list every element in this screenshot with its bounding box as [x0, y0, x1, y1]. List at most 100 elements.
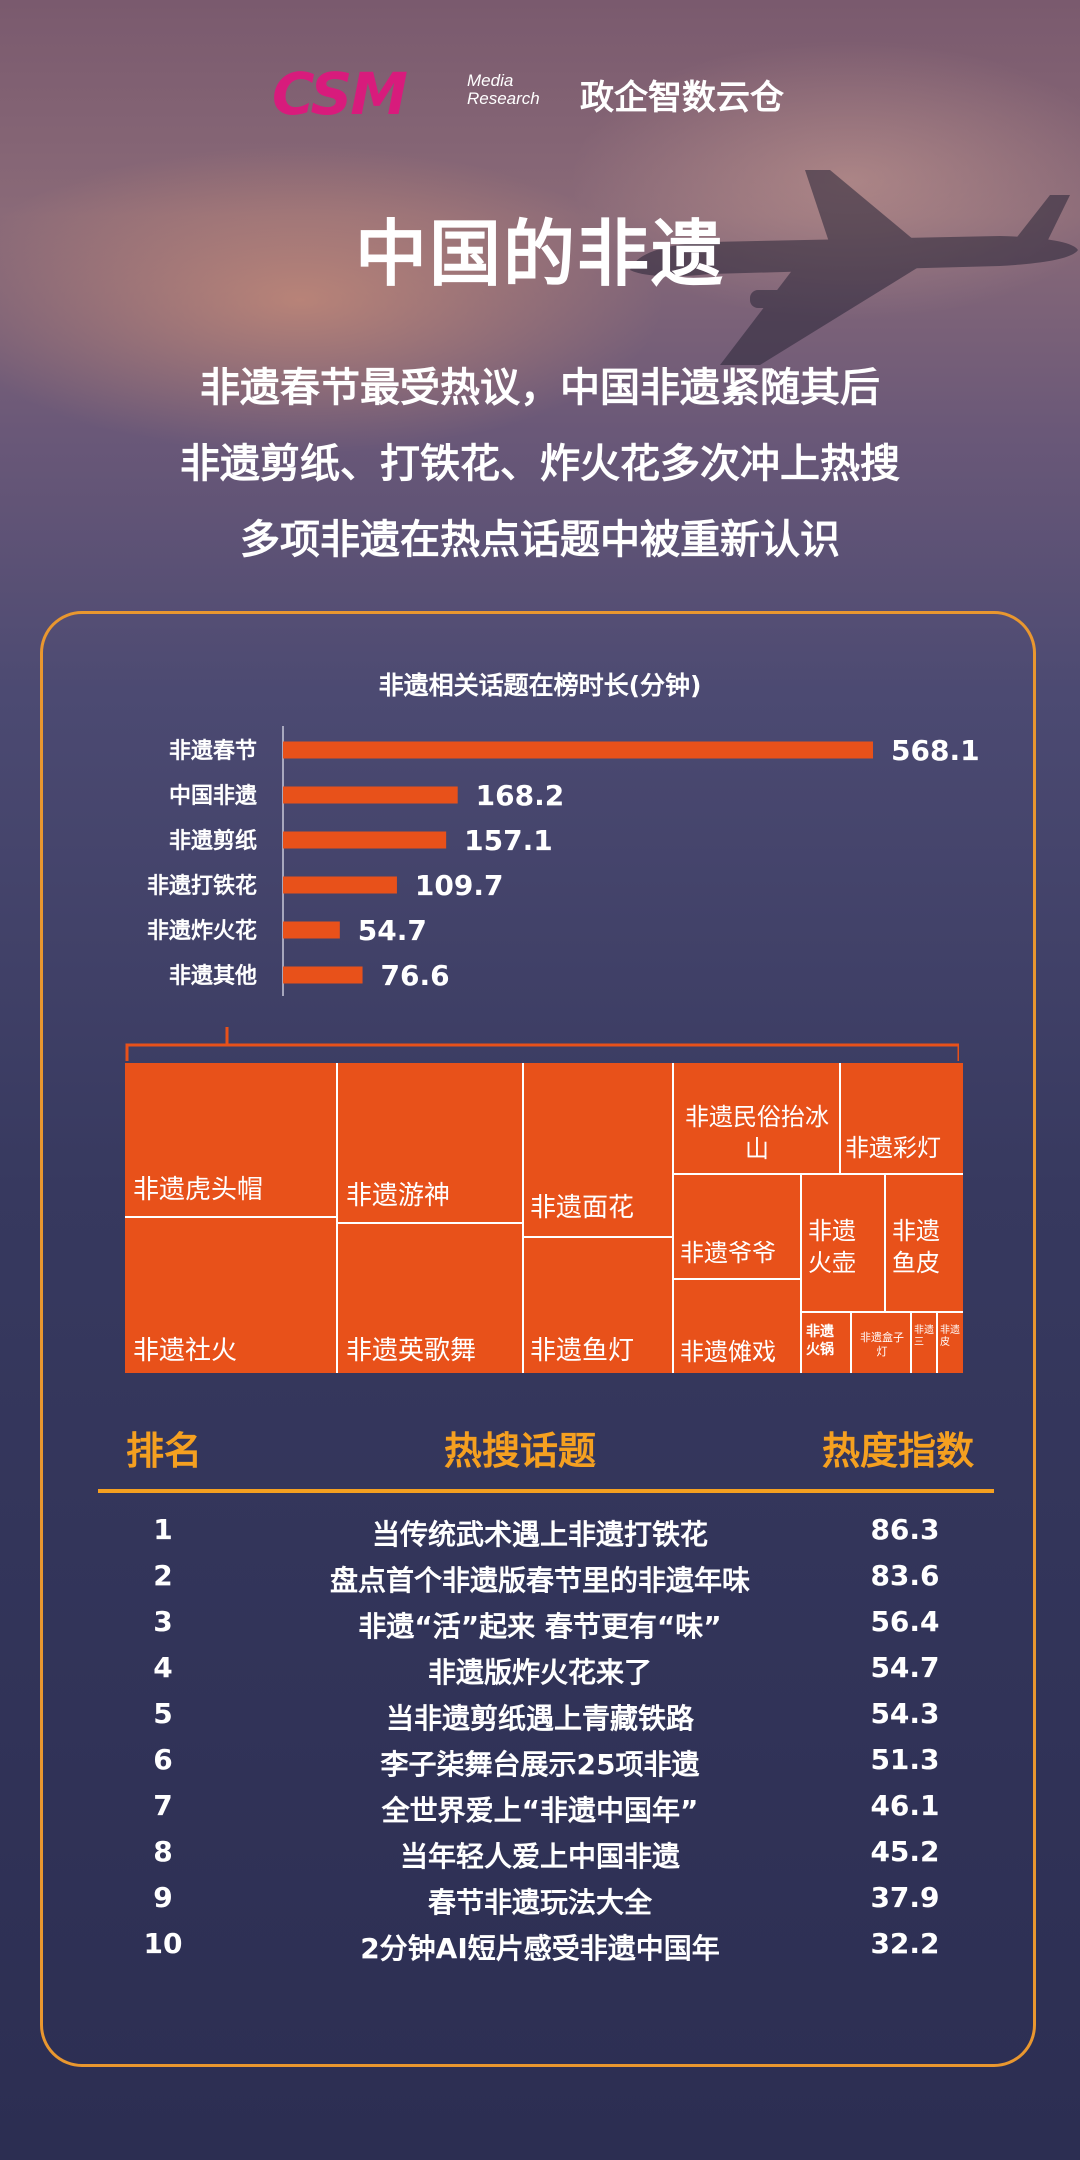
treemap-cell: 非遗彩灯 — [841, 1063, 963, 1173]
topic-cell: 2分钟AI短片感受非遗中国年 — [360, 1932, 720, 1965]
index-cell: 51.3 — [870, 1743, 940, 1776]
treemap-label: 非遗鱼皮 — [892, 1217, 940, 1277]
treemap-cell: 非遗民俗抬冰山 — [674, 1063, 839, 1173]
logo-subtitle: Media Research — [467, 72, 540, 108]
treemap-cell: 非遗鱼皮 — [886, 1175, 963, 1311]
rank-cell: 9 — [153, 1881, 173, 1914]
treemap-label: 非遗火壶 — [808, 1217, 856, 1277]
header-topic: 热搜话题 — [444, 1429, 597, 1473]
bar — [283, 966, 363, 984]
header: CSM Media Research 政企智数云仓 — [0, 58, 1080, 128]
treemap-label: 非遗民俗抬冰山 — [685, 1103, 829, 1163]
subtitle-line-2: 非遗剪纸、打铁花、炸火花多次冲上热搜 — [180, 441, 900, 487]
page-title: 中国的非遗 — [354, 212, 725, 296]
topic-cell: 李子柒舞台展示25项非遗 — [380, 1748, 700, 1781]
topic-cell: 非遗“活”起来 春节更有“味” — [358, 1610, 722, 1643]
treemap-label: 非遗英歌舞 — [346, 1336, 477, 1366]
logo-sub-line2: Research — [467, 89, 540, 108]
data-label: 157.1 — [464, 824, 553, 857]
topic-cell: 盘点首个非遗版春节里的非遗年味 — [329, 1564, 750, 1597]
data-label: 568.1 — [891, 734, 980, 767]
topic-cell: 全世界爱上“非遗中国年” — [381, 1794, 699, 1827]
table-row: 4 非遗版炸火花来了 54.7 — [0, 1651, 1080, 1695]
treemap-cell: 非遗傩戏 — [674, 1280, 800, 1373]
rank-cell: 10 — [143, 1927, 183, 1960]
table-row: 9 春节非遗玩法大全 37.9 — [0, 1881, 1080, 1925]
bar-chart: 非遗春节 568.1 中国非遗 168.2 非遗剪纸 157.1 非遗打铁花 109.7 非遗炸… — [147, 726, 980, 996]
brand-name: 政企智数云仓 — [580, 78, 784, 118]
table-row: 5 当非遗剪纸遇上青藏铁路 54.3 — [0, 1697, 1080, 1741]
rank-cell: 3 — [153, 1605, 173, 1638]
index-cell: 32.2 — [870, 1927, 940, 1960]
treemap-cell: 非遗火锅 — [802, 1313, 850, 1373]
table-header: 排名 热搜话题 热度指数 — [0, 1420, 1080, 1480]
index-cell: 54.3 — [870, 1697, 940, 1730]
category-label: 非遗炸火花 — [147, 918, 257, 944]
category-label: 非遗剪纸 — [169, 828, 257, 854]
index-cell: 45.2 — [870, 1835, 940, 1868]
treemap-cell: 非遗皮 — [938, 1313, 963, 1373]
table-header-divider — [98, 1489, 994, 1493]
data-label: 109.7 — [415, 869, 504, 902]
subtitle-line-3: 多项非遗在热点话题中被重新认识 — [240, 517, 840, 563]
treemap-cell: 非遗虎头帽 — [125, 1063, 336, 1216]
treemap-label: 非遗火锅 — [806, 1324, 834, 1358]
topic-cell: 非遗版炸火花来了 — [427, 1656, 652, 1689]
treemap-label: 非遗社火 — [133, 1336, 238, 1366]
bar — [283, 876, 397, 894]
rank-cell: 8 — [153, 1835, 173, 1868]
treemap: 非遗虎头帽 非遗社火 非遗游神 非遗英歌舞 非遗面花 非遗鱼灯 非遗民俗抬冰山 … — [125, 1063, 963, 1373]
topic-cell: 当传统武术遇上非遗打铁花 — [371, 1518, 708, 1551]
treemap-label: 非遗虎头帽 — [133, 1175, 264, 1205]
treemap-label: 非遗爷爷 — [680, 1239, 776, 1267]
category-label: 非遗打铁花 — [147, 873, 257, 899]
bar — [283, 921, 340, 939]
header-rank: 排名 — [126, 1429, 203, 1473]
rank-cell: 1 — [153, 1513, 173, 1546]
airplane-silhouette — [630, 170, 1078, 365]
bar — [283, 741, 873, 759]
treemap-label: 非遗游神 — [346, 1181, 451, 1211]
treemap-cell: 非遗鱼灯 — [524, 1238, 672, 1373]
treemap-cell: 非遗英歌舞 — [338, 1224, 522, 1373]
table-row: 1 当传统武术遇上非遗打铁花 86.3 — [0, 1513, 1080, 1557]
treemap-label: 非遗傩戏 — [680, 1338, 776, 1366]
category-label: 非遗春节 — [169, 739, 257, 764]
data-label: 54.7 — [358, 914, 427, 947]
bar — [283, 831, 447, 849]
subtitle-line-1: 非遗春节最受热议，中国非遗紧随其后 — [200, 365, 880, 411]
header-index: 热度指数 — [822, 1429, 975, 1473]
rank-cell: 4 — [153, 1651, 173, 1684]
treemap-label: 非遗鱼灯 — [530, 1336, 635, 1366]
treemap-label: 非遗面花 — [530, 1193, 635, 1223]
rank-cell: 7 — [153, 1789, 173, 1822]
rank-cell: 6 — [153, 1743, 173, 1776]
treemap-bracket — [125, 1027, 959, 1061]
topic-cell: 当非遗剪纸遇上青藏铁路 — [385, 1702, 694, 1735]
treemap-cell: 非遗爷爷 — [674, 1175, 800, 1278]
content-card — [40, 611, 1036, 2067]
treemap-label: 非遗盒子灯 — [860, 1331, 904, 1358]
logo-text: CSM — [272, 60, 408, 128]
index-cell: 37.9 — [870, 1881, 940, 1914]
csm-logo: CSM Media Research — [272, 58, 562, 128]
treemap-cell: 非遗社火 — [125, 1218, 336, 1373]
table-row: 10 2分钟AI短片感受非遗中国年 32.2 — [0, 1927, 1080, 1971]
treemap-cell: 非遗面花 — [524, 1063, 672, 1236]
rank-cell: 2 — [153, 1559, 173, 1592]
index-cell: 56.4 — [870, 1605, 940, 1638]
rank-cell: 5 — [153, 1697, 173, 1730]
logo-sub-line1: Media — [467, 71, 514, 90]
treemap-cell: 非遗盒子灯 — [852, 1313, 910, 1373]
treemap-label: 非遗彩灯 — [845, 1134, 941, 1162]
treemap-label: 非遗三 — [914, 1325, 934, 1348]
table-row: 8 当年轻人爱上中国非遗 45.2 — [0, 1835, 1080, 1879]
data-label: 168.2 — [476, 779, 565, 812]
index-cell: 54.7 — [870, 1651, 940, 1684]
topic-cell: 当年轻人爱上中国非遗 — [399, 1840, 680, 1873]
treemap-label: 非遗皮 — [940, 1325, 960, 1348]
index-cell: 86.3 — [870, 1513, 940, 1546]
chart-title: 非遗相关话题在榜时长(分钟) — [378, 671, 702, 700]
subtitle-block: 非遗春节最受热议，中国非遗紧随其后 非遗剪纸、打铁花、炸火花多次冲上热搜 多项非… — [0, 350, 1080, 578]
bar — [283, 786, 458, 804]
